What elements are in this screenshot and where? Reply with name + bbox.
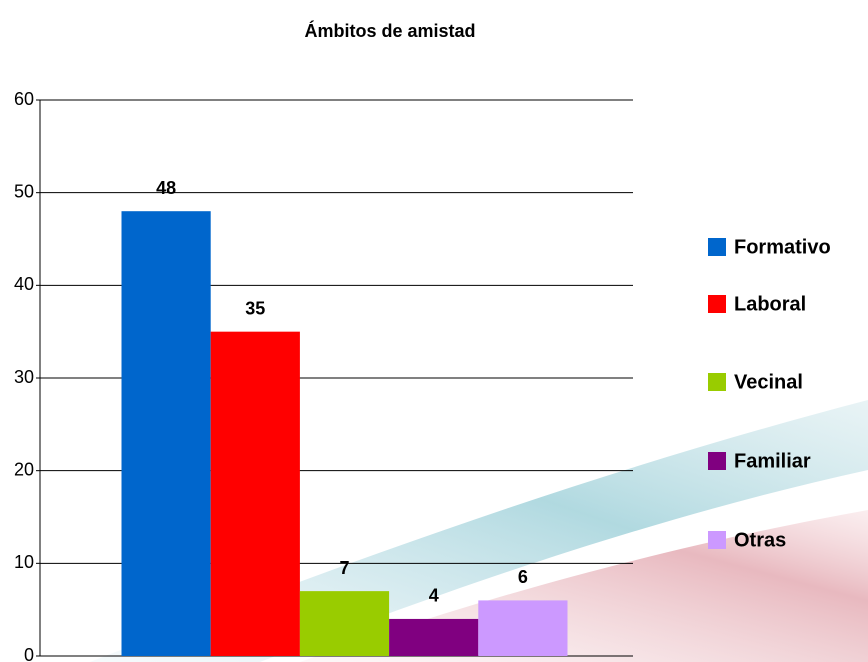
data-label: 4: [429, 586, 439, 606]
bar: [121, 211, 211, 656]
legend-swatch: [708, 238, 726, 256]
y-tick-label: 40: [14, 274, 34, 294]
data-label: 6: [518, 567, 528, 587]
data-label: 35: [245, 298, 265, 318]
y-tick-label: 30: [14, 367, 34, 387]
legend-label: Familiar: [734, 450, 811, 472]
legend-swatch: [708, 295, 726, 313]
legend-swatch: [708, 452, 726, 470]
legend-label: Vecinal: [734, 371, 803, 393]
y-tick-label: 60: [14, 89, 34, 109]
data-label: 7: [339, 558, 349, 578]
bar: [478, 600, 568, 656]
legend-label: Otras: [734, 529, 786, 551]
y-tick-label: 0: [24, 645, 34, 662]
chart-title: Ámbitos de amistad: [304, 20, 475, 41]
data-label: 48: [156, 178, 176, 198]
bar: [210, 331, 300, 656]
legend-label: Laboral: [734, 293, 806, 315]
bar: [299, 591, 390, 656]
legend-swatch: [708, 373, 726, 391]
bar: [389, 618, 479, 656]
legend-swatch: [708, 531, 726, 549]
y-tick-label: 10: [14, 552, 34, 572]
legend-label: Formativo: [734, 236, 831, 258]
y-tick-label: 50: [14, 181, 34, 201]
y-tick-label: 20: [14, 459, 34, 479]
